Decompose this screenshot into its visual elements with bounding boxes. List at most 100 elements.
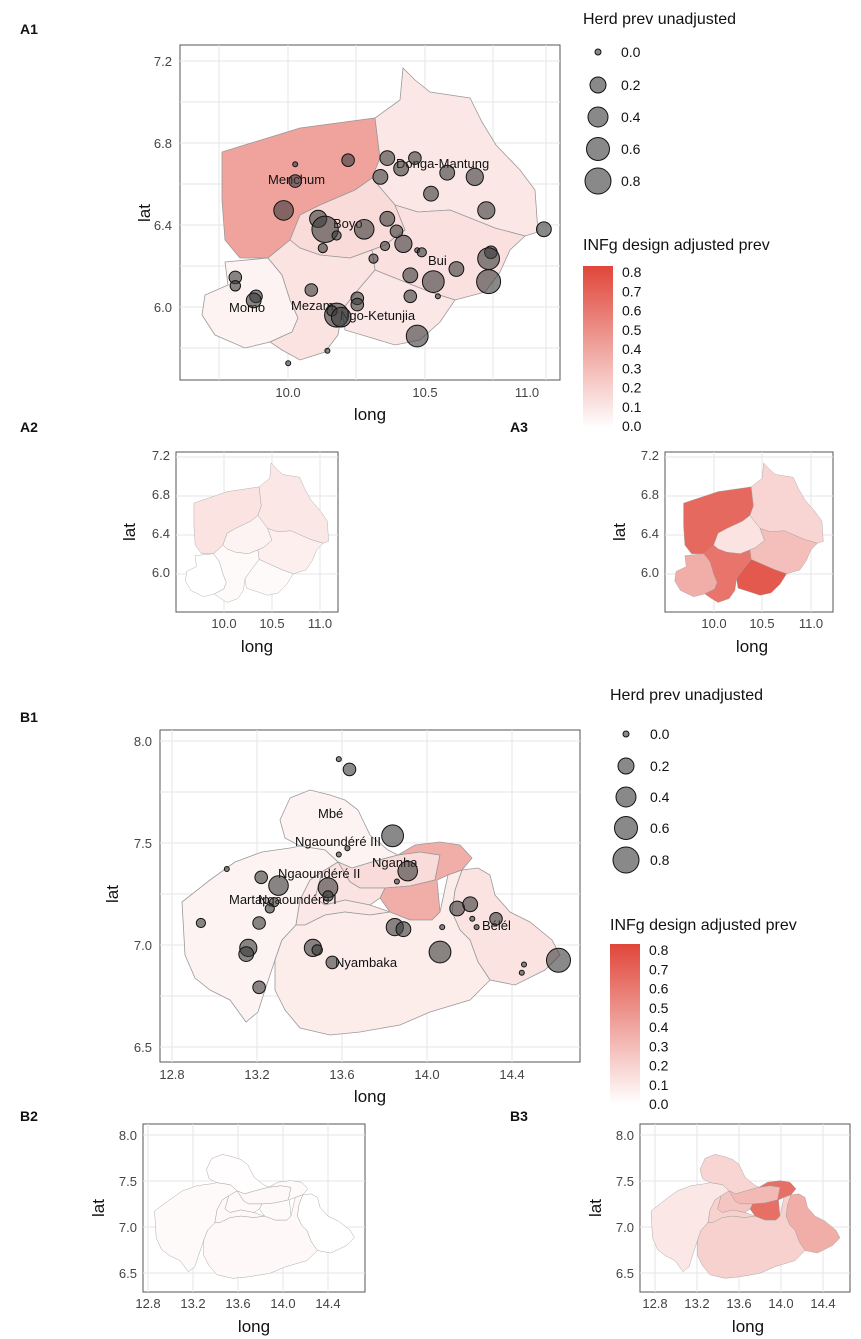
legend-b: Herd prev unadjusted 0.0 0.2 0.4 0.6 0.8…	[610, 687, 797, 1112]
panel-tag-b2: B2	[20, 1108, 38, 1124]
region-nyambaka	[203, 1194, 318, 1279]
b1-y-tick: 6.5	[134, 1040, 152, 1055]
survey-point	[353, 219, 375, 240]
a2-y-tick: 6.4	[152, 526, 170, 541]
region-bui	[749, 528, 818, 574]
region-mezam	[267, 239, 376, 361]
b3-y-tick: 8.0	[616, 1128, 634, 1143]
b2-x-tick: 13.2	[180, 1296, 205, 1311]
map-panel-b1: Mbé Ngaoundéré III Nganha Ngaoundéré II …	[103, 729, 581, 1106]
colorbar-label: 0.4	[649, 1019, 669, 1035]
legend-b-size-label: 0.8	[650, 852, 670, 868]
panel-a1-ticks: 7.2 6.8 6.4 6.0 10.0 10.5 11.0 long lat	[135, 54, 539, 424]
panel-a2-regions	[185, 462, 329, 603]
survey-point	[536, 221, 552, 238]
survey-point	[304, 283, 319, 297]
survey-point	[335, 756, 342, 763]
b3-x-tick: 14.0	[768, 1296, 793, 1311]
colorbar-label: 0.8	[622, 264, 642, 280]
legend-b-size-label: 0.0	[650, 726, 670, 742]
legend-b-size-scale: 0.0 0.2 0.4 0.6 0.8	[612, 726, 670, 874]
panel-a2-ticks: 7.2 6.8 6.4 6.0 10.0 10.5 11.0 long lat	[120, 448, 332, 656]
survey-point	[342, 762, 357, 777]
survey-point	[434, 293, 441, 300]
survey-point	[546, 947, 571, 973]
a1-x-tick: 11.0	[515, 385, 539, 400]
colorbar-label: 0.1	[649, 1077, 669, 1093]
survey-point	[350, 297, 365, 312]
survey-point	[408, 151, 422, 165]
survey-point	[288, 174, 303, 188]
survey-point	[252, 980, 266, 995]
a2-x-tick: 10.0	[211, 616, 236, 631]
survey-point	[476, 269, 502, 295]
b3-y-tick: 7.0	[616, 1220, 634, 1235]
survey-point	[421, 270, 445, 294]
survey-point	[368, 253, 379, 264]
b1-y-tick: 7.0	[134, 938, 152, 953]
b2-x-title: long	[238, 1317, 270, 1336]
a1-y-title: lat	[135, 204, 154, 222]
colorbar-label: 0.7	[622, 283, 642, 299]
a3-y-tick: 6.4	[641, 526, 659, 541]
legend-a-color-title: INFg design adjusted prev	[583, 237, 770, 254]
legend-a-colorbar-labels: 0.8 0.7 0.6 0.5 0.4 0.3 0.2 0.1 0.0	[622, 264, 642, 434]
survey-point	[428, 940, 452, 964]
survey-point	[469, 915, 476, 922]
survey-point	[473, 924, 480, 931]
survey-point	[403, 289, 418, 304]
legend-b-size-dot	[615, 786, 637, 808]
a2-y-tick: 6.8	[152, 487, 170, 502]
map-panel-a3: 7.2 6.8 6.4 6.0 10.0 10.5 11.0 long lat	[610, 448, 834, 656]
a3-x-tick: 10.0	[701, 616, 726, 631]
survey-point	[330, 306, 352, 328]
panel-b1-regions	[181, 789, 561, 1036]
survey-point	[521, 961, 527, 968]
region-bui	[257, 528, 324, 574]
legend-a-colorbar	[583, 266, 613, 428]
panel-b1-points	[195, 756, 571, 995]
legend-b-colorbar-labels: 0.8 0.7 0.6 0.5 0.4 0.3 0.2 0.1 0.0	[649, 942, 669, 1112]
map-panel-b2: 8.0 7.5 7.0 6.5 12.8 13.2 13.6 14.0 14.4…	[89, 1123, 366, 1336]
colorbar-label: 0.2	[649, 1058, 669, 1074]
panel-b1-ticks: 8.0 7.5 7.0 6.5 12.8 13.2 13.6 14.0 14.4…	[103, 734, 525, 1106]
survey-point	[322, 890, 334, 902]
colorbar-label: 0.2	[622, 380, 642, 396]
a1-x-tick: 10.5	[412, 385, 437, 400]
panel-a1-points	[228, 150, 552, 367]
survey-point	[405, 324, 429, 348]
colorbar-label: 0.7	[649, 961, 669, 977]
survey-point	[264, 903, 275, 914]
colorbar-label: 0.8	[649, 942, 669, 958]
colorbar-label: 0.6	[622, 303, 642, 319]
b2-y-title: lat	[89, 1199, 108, 1217]
panel-b2-regions	[154, 1154, 355, 1279]
panel-tag-a2: A2	[20, 419, 38, 435]
survey-point	[331, 230, 342, 241]
legend-a-size-dot	[584, 167, 612, 195]
survey-point	[477, 247, 501, 271]
b3-y-title: lat	[586, 1199, 605, 1217]
survey-point	[489, 912, 503, 926]
legend-a-size-label: 0.2	[621, 77, 641, 93]
survey-point	[397, 860, 419, 882]
a3-x-tick: 11.0	[799, 616, 823, 631]
survey-point	[324, 347, 331, 354]
label-nyambaka: Nyambaka	[335, 955, 398, 970]
survey-point	[394, 234, 413, 253]
b2-y-tick: 7.0	[119, 1220, 137, 1235]
panel-tag-b1: B1	[20, 709, 38, 725]
survey-point	[195, 917, 206, 929]
panel-b2-ticks: 8.0 7.5 7.0 6.5 12.8 13.2 13.6 14.0 14.4…	[89, 1128, 341, 1336]
legend-a-size-label: 0.4	[621, 109, 641, 125]
a2-y-title: lat	[120, 523, 139, 541]
panel-b1-labels: Mbé Ngaoundéré III Nganha Ngaoundéré II …	[229, 806, 511, 970]
a2-x-tick: 11.0	[308, 616, 332, 631]
panel-tag-a1: A1	[20, 21, 38, 37]
legend-b-size-dot	[617, 757, 635, 775]
b1-x-tick: 14.0	[414, 1067, 439, 1082]
a1-x-tick: 10.0	[275, 385, 300, 400]
survey-point	[379, 240, 391, 252]
survey-point	[311, 944, 323, 956]
